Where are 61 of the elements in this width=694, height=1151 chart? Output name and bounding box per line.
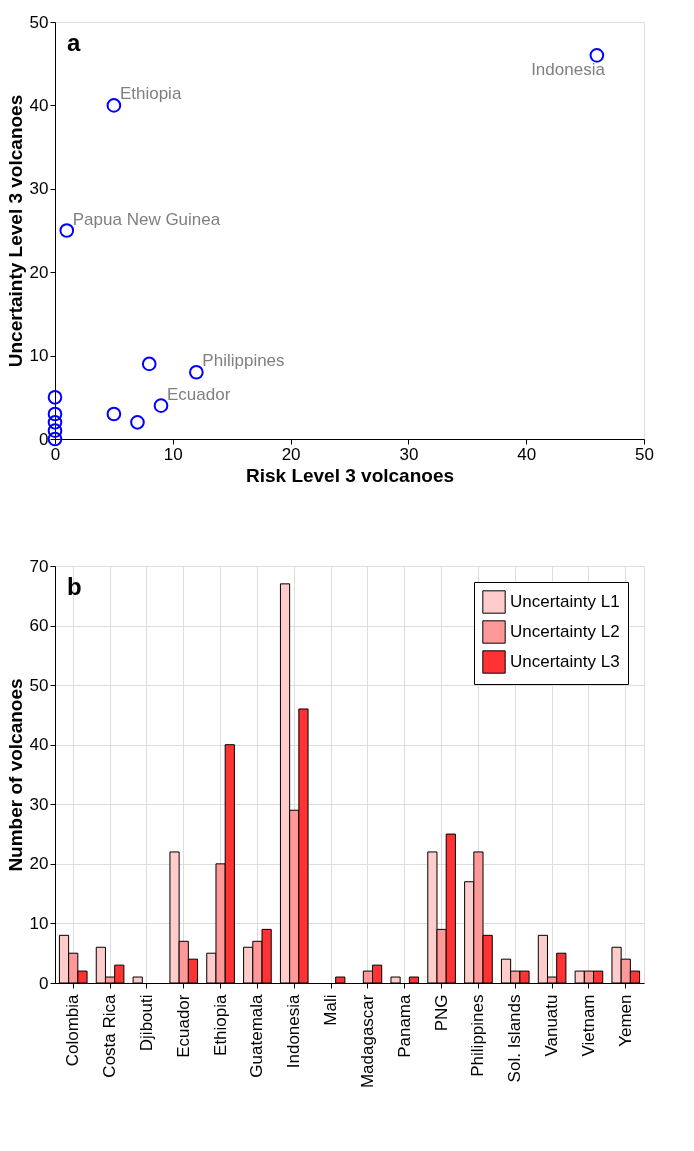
annotation: Indonesia: [531, 60, 606, 80]
x-tick-label: Ethiopia: [210, 993, 230, 1056]
y-tick-label: 70: [29, 556, 49, 576]
x-tick-label: Costa Rica: [100, 993, 120, 1078]
point: [189, 364, 204, 380]
x-tick-label: 30: [399, 444, 419, 464]
x-tick-label: Mali: [321, 994, 341, 1026]
y-tick-label: 40: [29, 95, 49, 115]
point: [153, 398, 169, 413]
x-tick-label: 40: [517, 444, 537, 464]
chart-title: b: [67, 573, 82, 600]
point: [106, 98, 122, 113]
x-tick-label: Yemen: [615, 994, 635, 1047]
y-axis-title: Number of volcanoes: [4, 678, 26, 872]
point: [47, 431, 63, 447]
point: [130, 415, 145, 430]
y-tick-label: 10: [29, 346, 49, 366]
annotation: Ecuador: [167, 384, 231, 404]
point: [47, 406, 63, 422]
point: [47, 389, 63, 405]
x-axis-title: Risk Level 3 volcanoes: [245, 464, 455, 486]
point: [47, 423, 63, 438]
y-tick-label: 30: [29, 179, 49, 199]
x-tick-label: Sol. Islands: [505, 994, 525, 1083]
annotation: Ethiopia: [119, 84, 182, 104]
x-tick-label: PNG: [431, 994, 451, 1032]
x-tick-label: Vietnam: [578, 994, 598, 1057]
y-tick-label: 50: [29, 12, 49, 32]
y-axis-title: Uncertainty Level 3 volcanoes: [4, 94, 26, 368]
y-tick-label: 20: [29, 262, 49, 282]
chart-title: a: [67, 29, 81, 56]
x-tick-label: Indonesia: [284, 993, 304, 1069]
y-tick-label: 60: [29, 616, 49, 636]
x-tick-label: Ecuador: [173, 994, 193, 1058]
x-tick-label: Guatemala: [247, 993, 267, 1078]
y-tick-label: 40: [29, 735, 49, 755]
legend-label: Uncertainty L1: [510, 592, 620, 611]
x-tick-label: Djibouti: [136, 994, 156, 1052]
y-tick-label: 50: [29, 675, 49, 695]
legend-label: Uncertainty L3: [510, 652, 620, 671]
x-tick-label: 50: [635, 444, 654, 464]
x-tick-label: Panama: [394, 993, 414, 1058]
y-tick-label: 0: [39, 429, 49, 449]
x-tick-label: Philippines: [468, 994, 488, 1077]
y-tick-label: 20: [29, 854, 49, 874]
legend-label: Uncertainty L2: [510, 622, 620, 641]
point: [141, 356, 157, 372]
x-tick-label: Colombia: [63, 993, 83, 1067]
point: [589, 48, 605, 63]
x-tick-label: 20: [281, 444, 301, 464]
y-tick-label: 10: [29, 913, 49, 933]
annotation: Philippines: [202, 351, 285, 371]
point: [106, 406, 122, 422]
annotation: Papua New Guinea: [72, 209, 221, 229]
x-tick-label: Vanuatu: [542, 994, 562, 1057]
point: [59, 223, 75, 238]
y-tick-label: 0: [39, 973, 49, 993]
point: [47, 415, 63, 430]
x-tick-label: Madagascar: [357, 994, 377, 1089]
x-tick-label: 10: [163, 444, 183, 464]
y-tick-label: 30: [29, 794, 49, 814]
